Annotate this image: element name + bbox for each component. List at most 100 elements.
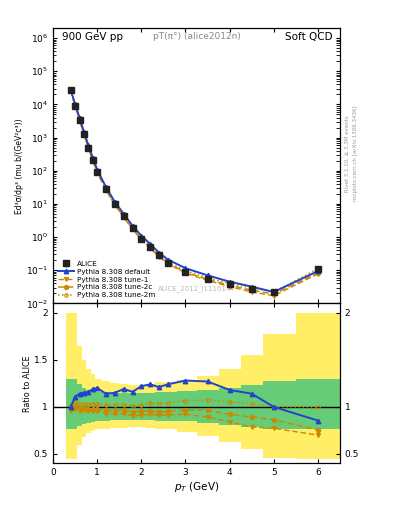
Pythia 8.308 default [73, 101, 77, 108]
Pythia 8.308 tune-2m [95, 169, 99, 175]
Pythia 8.308 tune-1 [90, 158, 95, 164]
Pythia 8.308 tune-2c [68, 87, 73, 93]
Bar [77, 385, 82, 425]
Bar [110, 393, 119, 420]
Pythia 8.308 default [165, 257, 170, 263]
Pythia 8.308 tune-2m [90, 157, 95, 163]
Bar [66, 379, 77, 430]
Bar [296, 313, 340, 459]
Pythia 8.308 tune-2c [272, 291, 276, 297]
Pythia 8.308 tune-2c [121, 214, 126, 220]
Pythia 8.308 default [104, 184, 108, 190]
Bar [86, 390, 90, 423]
Line: Pythia 8.308 tune-2c: Pythia 8.308 tune-2c [69, 88, 320, 296]
Pythia 8.308 tune-2m [272, 289, 276, 295]
Pythia 8.308 default [157, 249, 162, 255]
Pythia 8.308 tune-1 [148, 245, 152, 251]
Pythia 8.308 tune-2m [130, 225, 135, 231]
Pythia 8.308 tune-2c [316, 270, 320, 276]
Pythia 8.308 default [249, 284, 254, 290]
Text: ALICE_2012_I1116147: ALICE_2012_I1116147 [158, 286, 235, 292]
Bar [154, 382, 176, 430]
Text: 900 GeV pp: 900 GeV pp [62, 32, 123, 42]
Bar [119, 393, 128, 420]
Pythia 8.308 tune-1 [77, 117, 82, 123]
Bar [95, 392, 102, 421]
Pythia 8.308 default [68, 87, 73, 93]
Bar [137, 393, 146, 420]
Pythia 8.308 tune-2c [86, 145, 91, 151]
Pythia 8.308 tune-2c [183, 269, 188, 275]
Pythia 8.308 tune-2m [316, 266, 320, 272]
Bar [110, 383, 119, 428]
Bar [95, 379, 102, 430]
Pythia 8.308 tune-2m [104, 186, 108, 192]
Pythia 8.308 default [272, 289, 276, 295]
Pythia 8.308 tune-2m [249, 285, 254, 291]
Pythia 8.308 tune-2m [205, 275, 210, 281]
Pythia 8.308 tune-2c [165, 260, 170, 266]
Bar [154, 392, 176, 420]
Bar [176, 379, 196, 432]
Pythia 8.308 default [148, 241, 152, 247]
Bar [219, 369, 241, 442]
Line: Pythia 8.308 default: Pythia 8.308 default [68, 88, 320, 294]
Pythia 8.308 default [205, 272, 210, 279]
Pythia 8.308 tune-2m [82, 131, 86, 137]
Bar [263, 381, 296, 430]
Pythia 8.308 default [86, 142, 91, 148]
Pythia 8.308 default [77, 115, 82, 121]
Pythia 8.308 default [82, 129, 86, 135]
Pythia 8.308 default [183, 265, 188, 271]
Pythia 8.308 tune-2c [112, 201, 117, 207]
Bar [119, 385, 128, 428]
Bar [241, 355, 263, 449]
Bar [146, 393, 154, 420]
Pythia 8.308 tune-2c [227, 282, 232, 288]
Bar [176, 391, 196, 421]
Pythia 8.308 default [95, 166, 99, 173]
Bar [128, 385, 137, 426]
Pythia 8.308 tune-2c [148, 245, 152, 251]
Bar [90, 374, 95, 431]
Pythia 8.308 tune-1 [104, 187, 108, 193]
Bar [102, 381, 110, 429]
Pythia 8.308 tune-1 [139, 237, 144, 243]
Pythia 8.308 tune-2m [68, 87, 73, 93]
Pythia 8.308 tune-2c [139, 236, 144, 242]
Pythia 8.308 default [130, 223, 135, 229]
Bar [66, 313, 77, 459]
Bar [196, 376, 219, 436]
X-axis label: $p_T$ (GeV): $p_T$ (GeV) [174, 480, 219, 494]
Pythia 8.308 tune-2c [249, 287, 254, 293]
Text: Soft QCD: Soft QCD [285, 32, 333, 42]
Pythia 8.308 tune-1 [205, 278, 210, 284]
Pythia 8.308 tune-2m [165, 259, 170, 265]
Pythia 8.308 tune-2c [205, 276, 210, 283]
Pythia 8.308 tune-2c [73, 103, 77, 109]
Bar [128, 393, 137, 420]
Pythia 8.308 tune-2c [157, 253, 162, 259]
Bar [77, 346, 82, 444]
Y-axis label: Ed³σ/dp³ (mu b/(GeV²c³)): Ed³σ/dp³ (mu b/(GeV²c³)) [15, 118, 24, 214]
Bar [196, 390, 219, 423]
Bar [137, 385, 146, 426]
Pythia 8.308 tune-1 [227, 284, 232, 290]
Pythia 8.308 tune-2m [183, 268, 188, 274]
Pythia 8.308 tune-2m [77, 116, 82, 122]
Pythia 8.308 tune-2m [112, 201, 117, 207]
Bar [296, 379, 340, 430]
Pythia 8.308 tune-2m [148, 243, 152, 249]
Pythia 8.308 tune-2m [227, 281, 232, 287]
Pythia 8.308 default [316, 268, 320, 274]
Pythia 8.308 default [121, 211, 126, 217]
Bar [82, 388, 86, 424]
Bar [263, 334, 296, 458]
Pythia 8.308 tune-1 [165, 261, 170, 267]
Pythia 8.308 tune-2m [139, 235, 144, 241]
Pythia 8.308 tune-1 [121, 215, 126, 221]
Bar [102, 392, 110, 420]
Pythia 8.308 tune-2m [73, 102, 77, 108]
Legend: ALICE, Pythia 8.308 default, Pythia 8.308 tune-1, Pythia 8.308 tune-2c, Pythia 8: ALICE, Pythia 8.308 default, Pythia 8.30… [57, 260, 157, 300]
Pythia 8.308 default [139, 232, 144, 239]
